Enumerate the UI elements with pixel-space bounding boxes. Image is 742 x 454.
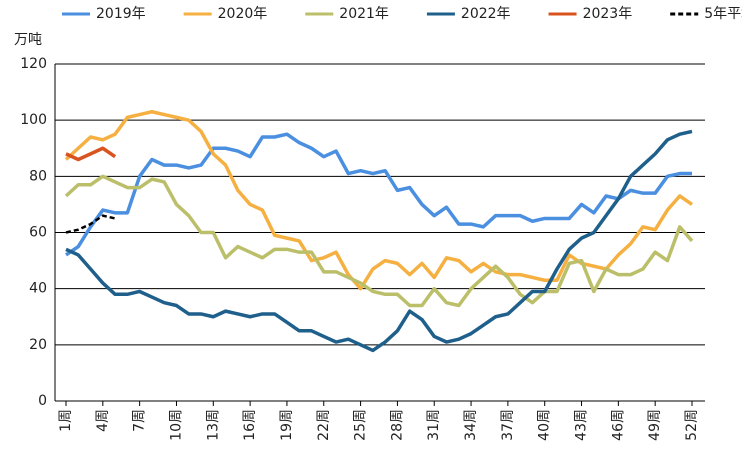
y-tick-label: 40 <box>29 281 47 297</box>
x-tick-label: 4周 <box>95 409 111 432</box>
series-line <box>65 132 692 257</box>
x-tick-label: 13周 <box>205 409 221 441</box>
x-tick-label: 40周 <box>537 409 553 441</box>
y-tick-label: 60 <box>29 225 47 241</box>
x-tick-label: 25周 <box>353 409 369 441</box>
legend-label: 2019年 <box>96 6 146 22</box>
legend-label: 2022年 <box>461 6 511 22</box>
y-axis-label: 万吨 <box>14 32 42 48</box>
series-line <box>64 174 694 308</box>
x-tick-label: 46周 <box>610 409 626 441</box>
legend-label: 2023年 <box>583 6 633 22</box>
series-line <box>64 109 693 291</box>
y-tick-label: 100 <box>20 112 47 128</box>
x-tick-label: 31周 <box>426 409 442 441</box>
x-tick-label: 1周 <box>58 409 74 432</box>
legend-label: 2021年 <box>339 6 389 22</box>
x-tick-label: 43周 <box>574 409 590 441</box>
y-tick-label: 120 <box>20 56 47 72</box>
x-tick-label: 16周 <box>242 409 258 441</box>
x-tick-label: 34周 <box>463 409 479 441</box>
y-tick-label: 0 <box>38 393 47 409</box>
x-tick-label: 22周 <box>316 409 332 441</box>
series-line <box>65 214 116 234</box>
y-tick-label: 80 <box>29 168 47 184</box>
x-tick-label: 7周 <box>132 409 148 432</box>
series-line <box>65 129 693 353</box>
legend-label: 5年平均 <box>704 6 742 22</box>
series-line <box>65 146 117 162</box>
y-tick-label: 20 <box>29 337 47 353</box>
x-tick-label: 28周 <box>389 409 405 441</box>
x-tick-label: 49周 <box>647 409 663 441</box>
x-tick-label: 19周 <box>279 409 295 441</box>
x-tick-label: 37周 <box>500 409 516 441</box>
x-tick-label: 52周 <box>684 409 700 441</box>
legend-label: 2020年 <box>218 6 268 22</box>
x-tick-label: 10周 <box>168 409 184 441</box>
